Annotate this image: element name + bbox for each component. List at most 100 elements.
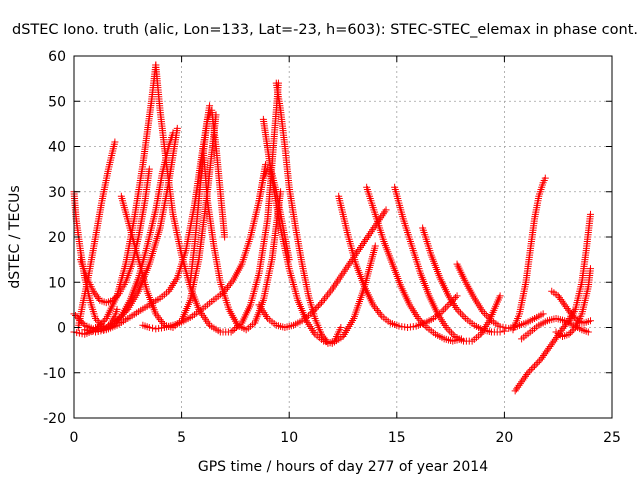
interpolated-points <box>98 297 108 306</box>
interpolated-points <box>455 307 468 321</box>
interpolated-points <box>163 322 175 331</box>
interpolated-points <box>135 199 149 239</box>
interpolated-points <box>157 181 172 230</box>
interpolated-points <box>462 337 473 345</box>
series-pass-23 <box>552 265 594 341</box>
series-pass-27 <box>92 129 177 334</box>
interpolated-points <box>131 163 147 221</box>
interpolated-points <box>244 321 257 332</box>
y-tick-label: 0 <box>57 321 66 337</box>
interpolated-points <box>437 276 451 298</box>
interpolated-points <box>524 316 536 326</box>
interpolated-points <box>490 318 502 329</box>
interpolated-points <box>546 315 558 324</box>
interpolated-points <box>435 312 449 330</box>
interpolated-points <box>212 145 224 193</box>
interpolated-points <box>219 328 232 336</box>
interpolated-points <box>165 131 176 148</box>
interpolated-points <box>555 294 567 307</box>
interpolated-points <box>578 285 592 316</box>
series-fill-pass-16 <box>391 185 503 345</box>
interpolated-points <box>152 63 164 112</box>
interpolated-points <box>217 190 228 239</box>
x-tick-label: 10 <box>280 430 298 446</box>
interpolated-points <box>286 267 301 302</box>
interpolated-points <box>572 312 585 329</box>
data-point <box>453 292 461 300</box>
interpolated-points <box>472 322 485 333</box>
interpolated-points <box>135 262 152 293</box>
interpolated-points <box>304 319 318 336</box>
x-tick-label: 15 <box>388 430 406 446</box>
y-tick-label: 30 <box>48 185 66 201</box>
interpolated-points <box>371 303 384 318</box>
interpolated-points <box>446 294 460 311</box>
y-axis-label: dSTEC / TECUs <box>7 185 23 288</box>
interpolated-points <box>266 316 278 328</box>
interpolated-points <box>247 271 262 307</box>
interpolated-points <box>277 109 289 148</box>
interpolated-points <box>105 149 116 171</box>
x-tick-label: 20 <box>495 430 513 446</box>
interpolated-points <box>153 312 167 327</box>
interpolated-points <box>191 199 203 248</box>
interpolated-points <box>174 249 189 279</box>
interpolated-points <box>381 240 396 266</box>
series-pass-25 <box>186 106 229 286</box>
interpolated-points <box>499 323 510 332</box>
interpolated-points <box>344 231 359 266</box>
interpolated-points <box>515 320 528 329</box>
series-pass-13 <box>255 206 390 331</box>
interpolated-points <box>554 330 564 339</box>
interpolated-points <box>510 312 523 331</box>
series-pass-19 <box>509 174 549 334</box>
interpolated-points <box>144 208 159 248</box>
interpolated-points <box>166 276 180 293</box>
y-tick-label: 60 <box>48 49 66 65</box>
interpolated-points <box>77 258 90 279</box>
interpolated-points <box>109 140 118 153</box>
interpolated-points <box>312 317 325 336</box>
interpolated-points <box>186 244 198 284</box>
interpolated-points <box>389 262 404 289</box>
series-pass-24 <box>565 210 594 327</box>
interpolated-points <box>380 314 392 325</box>
interpolated-points <box>118 298 133 318</box>
series-fill-pass-17 <box>419 226 501 336</box>
interpolated-points <box>464 316 476 328</box>
y-tick-label: 40 <box>48 140 66 156</box>
series-fill-pass-27 <box>94 131 176 333</box>
data-point <box>524 369 532 377</box>
data-point <box>511 387 519 395</box>
series-pass-17 <box>419 224 508 336</box>
interpolated-points <box>137 302 151 314</box>
interpolated-points <box>419 226 435 257</box>
interpolated-points <box>361 285 376 307</box>
y-tick-label: 10 <box>48 275 66 291</box>
interpolated-points <box>122 262 135 284</box>
x-tick-label: 5 <box>177 430 186 446</box>
interpolated-points <box>260 258 276 302</box>
interpolated-points <box>522 249 534 284</box>
interpolated-points <box>281 145 293 189</box>
interpolated-points <box>554 315 567 324</box>
interpolated-points <box>115 316 130 328</box>
series-fill-pass-26 <box>256 167 293 261</box>
interpolated-points <box>567 325 578 337</box>
interpolated-points <box>84 276 96 293</box>
data-point <box>543 346 551 354</box>
interpolated-points <box>519 371 531 384</box>
interpolated-points <box>266 167 274 175</box>
interpolated-points <box>188 309 201 320</box>
data-point <box>500 327 508 335</box>
interpolated-points <box>159 145 172 175</box>
interpolated-points <box>463 280 477 300</box>
interpolated-points <box>330 271 346 291</box>
series-fill-pass-23 <box>554 267 594 340</box>
interpolated-points <box>127 276 142 302</box>
interpolated-points <box>239 235 254 266</box>
interpolated-points <box>292 226 306 266</box>
interpolated-points <box>406 323 417 331</box>
interpolated-points <box>398 285 413 307</box>
